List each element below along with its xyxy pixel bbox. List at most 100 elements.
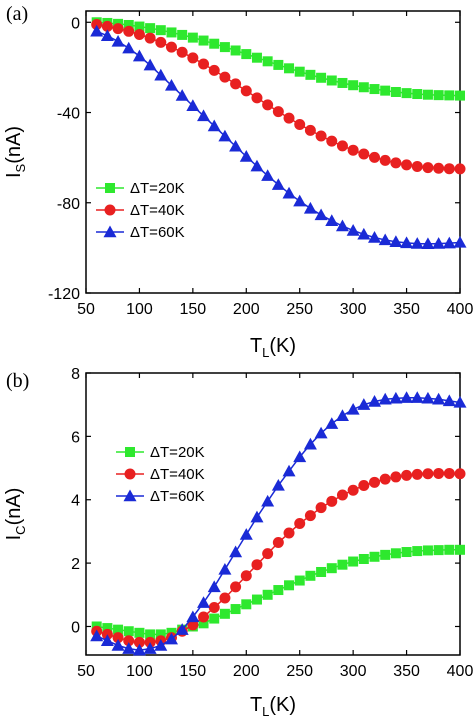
data-point [229, 545, 243, 558]
y-tick-label: 0 [71, 619, 80, 636]
data-point [380, 85, 391, 96]
data-point [198, 611, 210, 623]
data-point [261, 494, 275, 507]
x-tick-label: 100 [126, 301, 153, 318]
data-point [102, 623, 113, 634]
data-point [314, 426, 328, 439]
data-point [271, 478, 285, 491]
series-circle [91, 467, 466, 648]
x-axis-label: TL(K) [250, 694, 296, 719]
x-axis-label-main: T [250, 694, 262, 716]
data-point [379, 154, 391, 166]
data-point [411, 468, 423, 480]
data-point [358, 553, 369, 564]
data-point [389, 235, 403, 247]
data-point [155, 36, 167, 48]
data-point [303, 437, 317, 450]
data-point [444, 544, 455, 555]
y-tick-label: 0 [71, 15, 80, 32]
data-point [326, 135, 338, 147]
data-point [101, 20, 113, 32]
data-point [455, 544, 465, 555]
data-point [390, 471, 402, 483]
y-axis-label-sub: S [13, 163, 28, 172]
series-square [91, 17, 465, 101]
data-point [378, 233, 392, 246]
data-point [154, 68, 168, 81]
data-point [145, 23, 156, 34]
data-point [369, 84, 380, 95]
y-axis-label-main: I [3, 172, 25, 178]
data-point [282, 186, 296, 199]
panel-label: (a) [6, 3, 28, 25]
data-point [154, 638, 168, 651]
x-axis-label-tail: (K) [269, 694, 296, 716]
data-point [326, 563, 337, 574]
legend-marker [125, 447, 135, 457]
data-point [113, 624, 124, 635]
data-point [143, 58, 157, 71]
data-point [337, 559, 348, 570]
data-point [187, 52, 199, 64]
data-point [433, 90, 444, 101]
data-point [347, 144, 359, 156]
data-point [454, 468, 466, 480]
legend-label: ΔT=20K [150, 444, 205, 461]
data-point [358, 148, 370, 160]
data-point [273, 59, 284, 70]
y-axis-label-tail: (nA) [3, 488, 25, 526]
y-tick-label: -40 [57, 106, 80, 123]
series-triangle [90, 24, 467, 250]
y-axis-label-main: I [3, 535, 25, 541]
x-tick-label: 100 [126, 663, 153, 680]
data-point [335, 409, 349, 421]
data-point [283, 112, 295, 124]
data-point [262, 99, 274, 111]
data-point [400, 391, 414, 403]
data-point [273, 585, 284, 596]
data-point [325, 417, 339, 429]
data-point [250, 510, 264, 523]
data-point [144, 32, 156, 44]
data-point [283, 527, 295, 539]
x-axis-label-sub: L [262, 704, 269, 719]
data-point [175, 89, 189, 101]
data-point [433, 545, 444, 556]
x-tick-label: 300 [340, 301, 367, 318]
data-point [177, 29, 188, 40]
data-point [100, 634, 114, 646]
y-axis-label: IC(nA) [3, 488, 28, 541]
data-point [218, 129, 232, 142]
data-point [134, 21, 145, 32]
series-triangle [90, 391, 467, 656]
data-point [369, 551, 380, 562]
data-point [305, 570, 316, 581]
data-point [262, 56, 273, 67]
data-point [261, 169, 275, 181]
plot-frame [85, 10, 461, 294]
data-point [132, 643, 146, 656]
legend-label: ΔT=40K [150, 466, 205, 483]
legend-marker [104, 204, 116, 216]
data-point [293, 194, 307, 207]
data-point [112, 632, 124, 644]
data-point [197, 109, 211, 122]
x-tick-label: 50 [77, 301, 95, 318]
data-point [262, 589, 273, 600]
data-point [251, 92, 263, 104]
data-point [230, 581, 242, 593]
data-point [304, 124, 316, 136]
data-point [229, 139, 243, 152]
data-point [294, 118, 306, 130]
data-point [219, 71, 231, 83]
data-point [294, 518, 306, 530]
data-point [91, 19, 103, 31]
data-point [294, 66, 305, 77]
data-point [390, 157, 402, 169]
data-point [186, 99, 200, 111]
data-point [346, 402, 360, 415]
y-tick-label: 6 [71, 429, 80, 446]
y-axis-label-sub: C [13, 525, 28, 534]
series-circle [91, 19, 466, 175]
